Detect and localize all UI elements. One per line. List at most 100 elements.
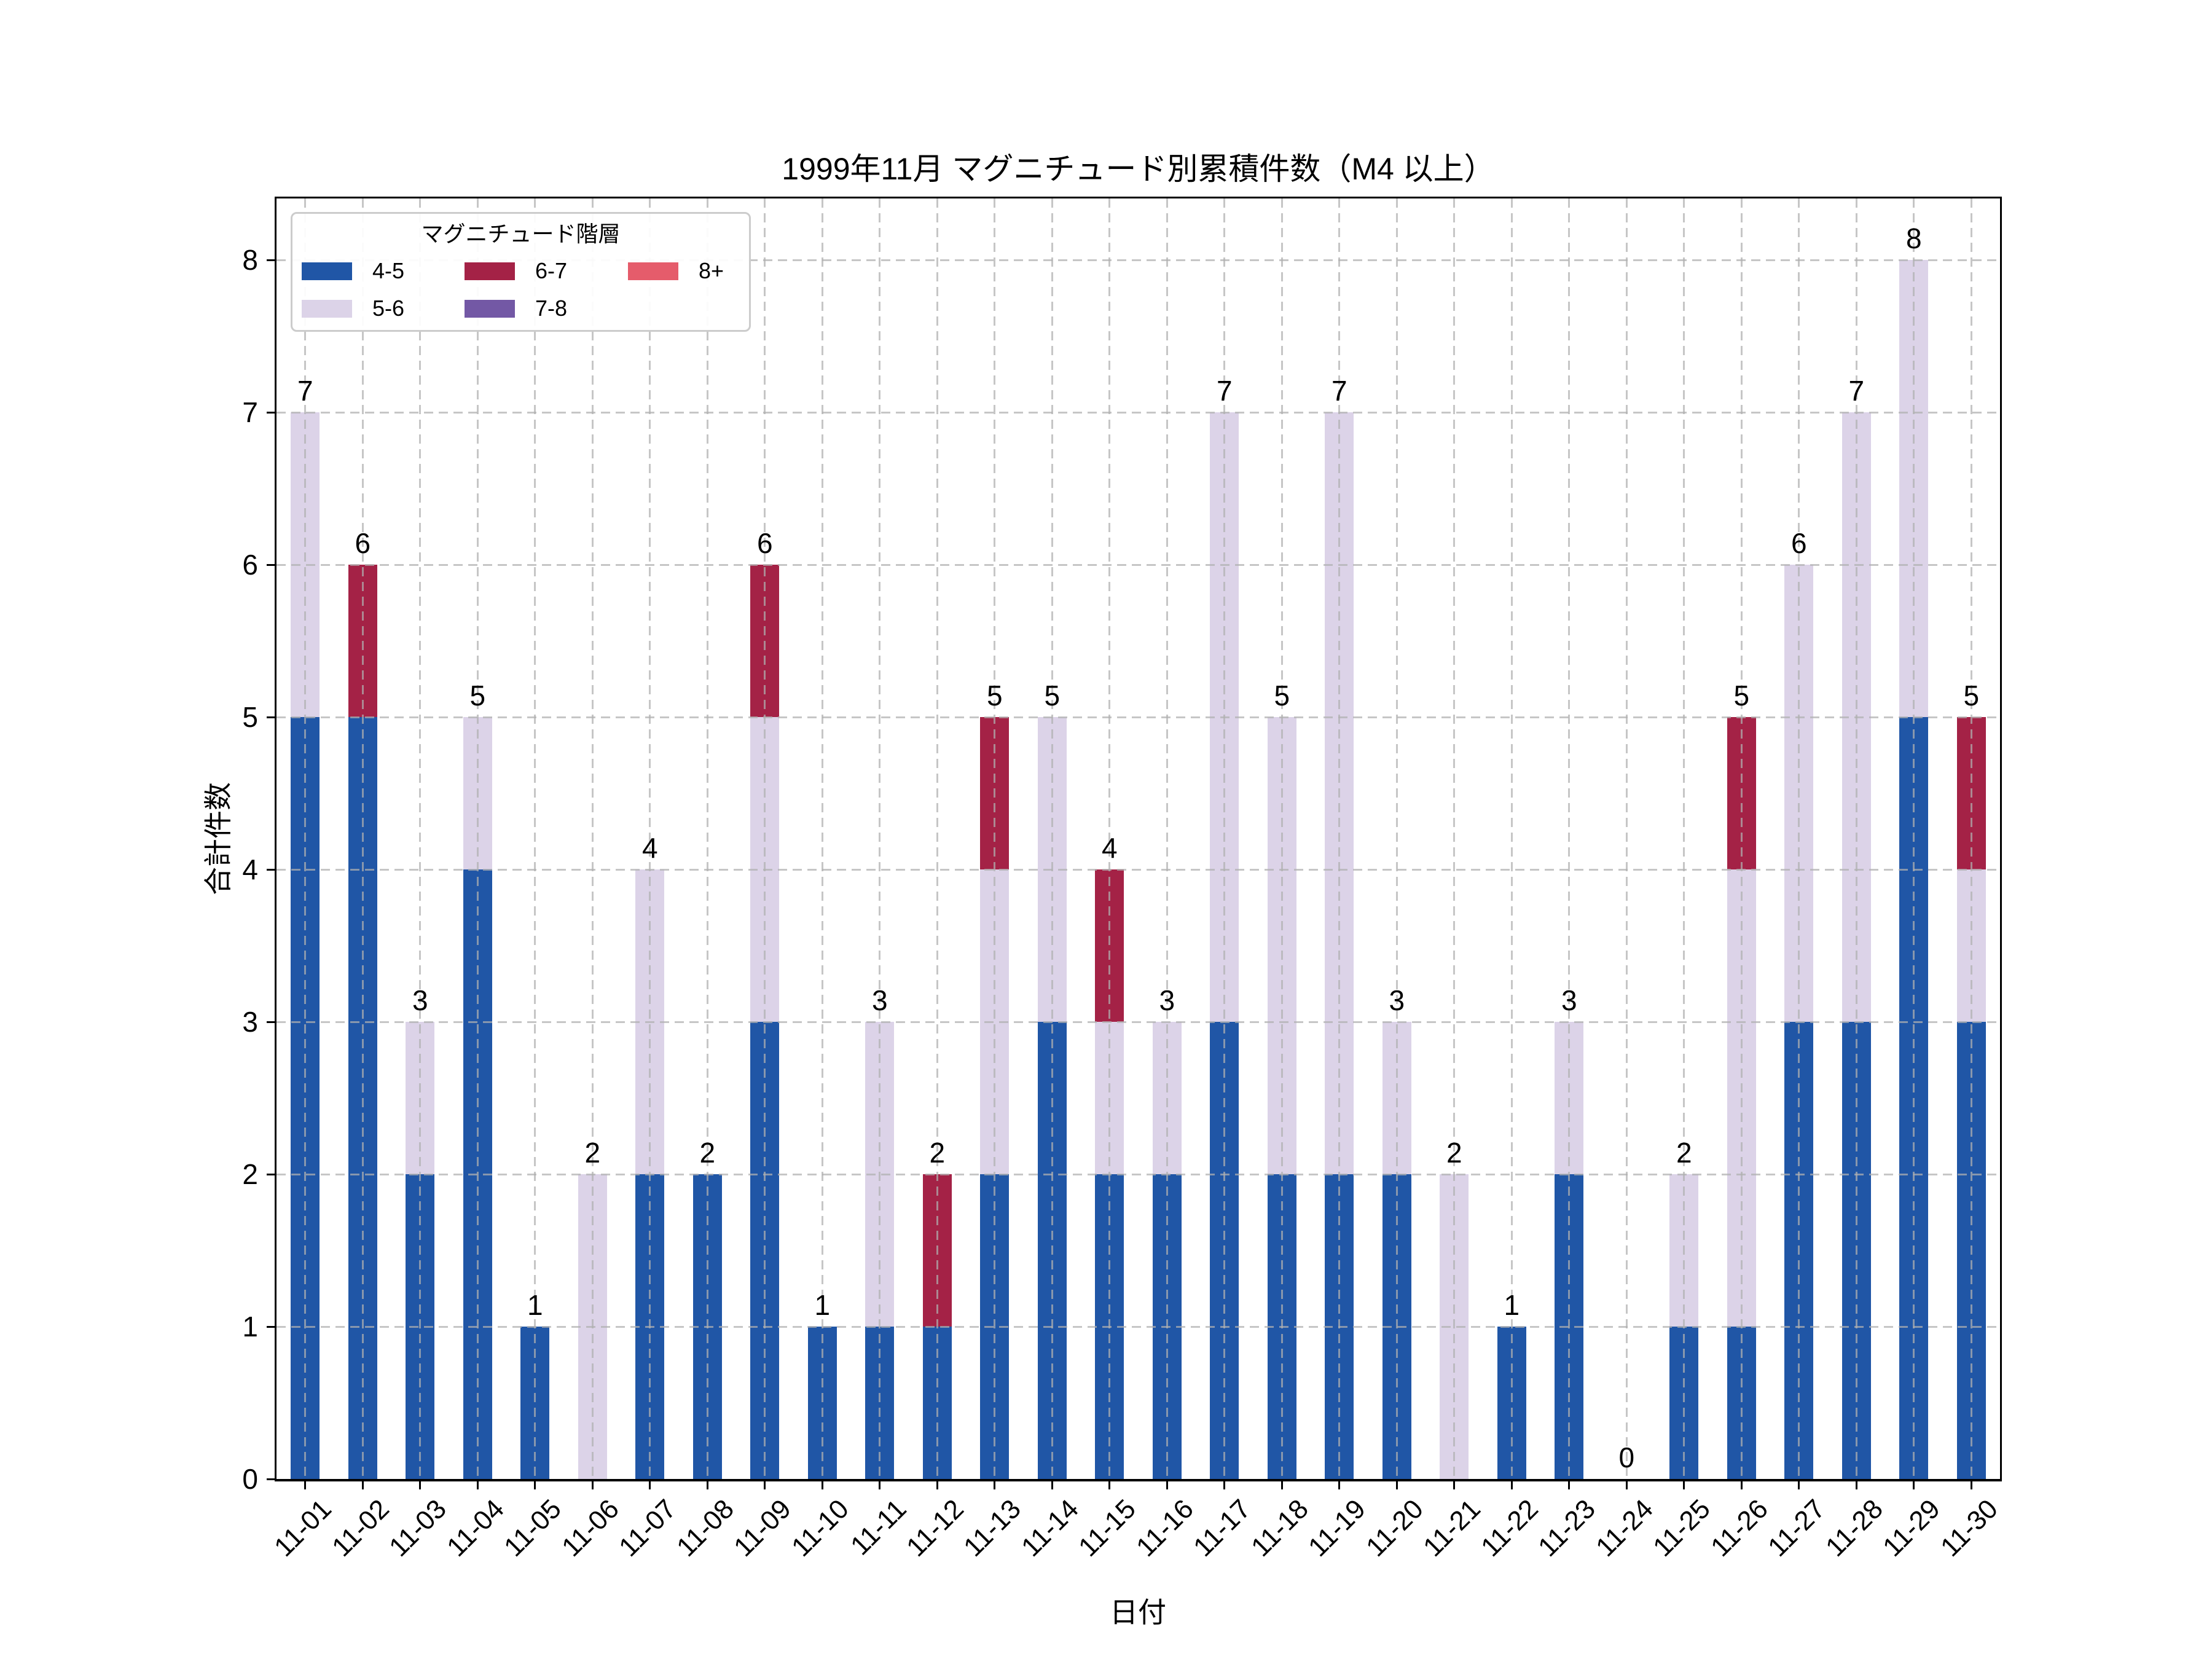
y-tick-label: 6 [242, 549, 258, 581]
axis-top-spine [275, 197, 2002, 198]
x-tick-label: 11-10 [785, 1494, 855, 1563]
x-tick-mark [1453, 1480, 1456, 1489]
x-tick-label: 11-09 [728, 1494, 798, 1563]
x-gridline [591, 198, 594, 1479]
x-gridline [994, 198, 996, 1479]
x-gridline [1798, 198, 1800, 1479]
bar-total-label: 5 [1044, 680, 1061, 712]
x-tick-label: 11-02 [326, 1494, 395, 1563]
x-tick-mark [1051, 1480, 1053, 1489]
x-gridline [764, 198, 766, 1479]
x-tick-mark [591, 1480, 594, 1489]
x-tick-label: 11-05 [498, 1494, 568, 1563]
x-tick-mark [304, 1480, 307, 1489]
bar-total-label: 4 [1101, 832, 1118, 864]
bar-total-label: 5 [986, 680, 1003, 712]
y-tick-label: 0 [242, 1463, 258, 1495]
legend-label-6-7: 6-7 [535, 258, 568, 283]
legend-label-5-6: 5-6 [372, 296, 405, 321]
y-tick-mark [267, 716, 276, 718]
x-tick-mark [764, 1480, 766, 1489]
x-tick-label: 11-27 [1762, 1494, 1832, 1563]
y-axis-label: 合計件数 [202, 782, 234, 895]
chart-title: 1999年11月 マグニチュード別累積件数（M4 以上） [782, 152, 1495, 186]
x-gridline [1913, 198, 1915, 1479]
bar-total-label: 2 [929, 1137, 946, 1169]
x-tick-mark [1625, 1480, 1628, 1489]
bar-total-label: 3 [1389, 984, 1405, 1016]
legend-swatch-4-5 [302, 262, 352, 280]
x-gridline [1625, 198, 1628, 1479]
x-tick-mark [879, 1480, 881, 1489]
x-gridline [304, 198, 307, 1479]
legend-swatch-7-8 [465, 300, 515, 318]
x-tick-label: 11-04 [441, 1494, 510, 1563]
x-tick-mark [1166, 1480, 1168, 1489]
x-tick-label: 11-11 [844, 1494, 912, 1561]
bar-total-label: 2 [699, 1137, 716, 1169]
y-tick-mark [267, 259, 276, 261]
x-tick-label: 11-24 [1590, 1494, 1659, 1563]
x-tick-label: 11-23 [1532, 1494, 1602, 1563]
x-tick-label: 11-17 [1188, 1494, 1257, 1563]
x-tick-mark [706, 1480, 708, 1489]
bar-total-label: 3 [871, 984, 888, 1016]
bar-total-label: 6 [1790, 527, 1807, 559]
x-gridline [1453, 198, 1456, 1479]
bar-total-label: 6 [756, 527, 773, 559]
x-gridline [649, 198, 651, 1479]
bar-total-label: 6 [355, 527, 371, 559]
y-tick-mark [267, 1173, 276, 1175]
x-tick-label: 11-25 [1647, 1494, 1717, 1563]
x-gridline [706, 198, 708, 1479]
y-tick-mark [267, 563, 276, 566]
legend-label-8+: 8+ [699, 258, 724, 283]
x-gridline [1683, 198, 1685, 1479]
bar-total-label: 1 [814, 1289, 831, 1321]
legend-swatch-5-6 [302, 300, 352, 318]
axis-bottom-spine [275, 1479, 2002, 1481]
x-tick-label: 11-19 [1303, 1494, 1372, 1563]
y-tick-mark [267, 1325, 276, 1328]
x-tick-label: 11-15 [1073, 1494, 1142, 1563]
x-tick-mark [1338, 1480, 1341, 1489]
y-tick-label: 8 [242, 244, 258, 276]
x-tick-mark [1855, 1480, 1857, 1489]
bar-total-label: 2 [1446, 1137, 1462, 1169]
x-tick-mark [1510, 1480, 1513, 1489]
x-tick-mark [1281, 1480, 1283, 1489]
bar-total-label: 2 [1676, 1137, 1692, 1169]
x-tick-mark [534, 1480, 536, 1489]
x-axis-label: 日付 [1110, 1596, 1166, 1628]
x-tick-label: 11-26 [1704, 1494, 1774, 1563]
x-tick-label: 11-07 [613, 1494, 683, 1563]
axis-left-spine [275, 198, 276, 1481]
x-tick-label: 11-13 [958, 1494, 1027, 1563]
x-gridline [1740, 198, 1743, 1479]
x-gridline [361, 198, 364, 1479]
x-tick-label: 11-06 [555, 1494, 625, 1563]
y-tick-mark [267, 1478, 276, 1480]
x-tick-label: 11-28 [1819, 1494, 1889, 1563]
y-tick-label: 5 [242, 701, 258, 733]
x-tick-label: 11-29 [1877, 1494, 1947, 1563]
y-gridline [276, 1173, 2000, 1175]
y-tick-label: 7 [242, 396, 258, 428]
y-gridline [276, 1021, 2000, 1023]
bar-total-label: 2 [584, 1137, 601, 1169]
bar-total-label: 4 [641, 832, 658, 864]
y-gridline [276, 868, 2000, 871]
bar-total-label: 1 [527, 1289, 543, 1321]
legend-label-7-8: 7-8 [535, 296, 568, 321]
y-tick-mark [267, 411, 276, 414]
legend: マグニチュード階層 4-5 5-6 6-7 7-8 8+ [291, 212, 751, 332]
x-tick-label: 11-03 [383, 1494, 453, 1563]
x-tick-label: 11-14 [1015, 1494, 1084, 1563]
x-tick-mark [1913, 1480, 1915, 1489]
bar-total-label: 8 [1905, 222, 1922, 254]
x-gridline [1338, 198, 1341, 1479]
x-tick-mark [1683, 1480, 1685, 1489]
x-tick-mark [361, 1480, 364, 1489]
y-gridline [276, 411, 2000, 414]
y-gridline [276, 716, 2000, 718]
